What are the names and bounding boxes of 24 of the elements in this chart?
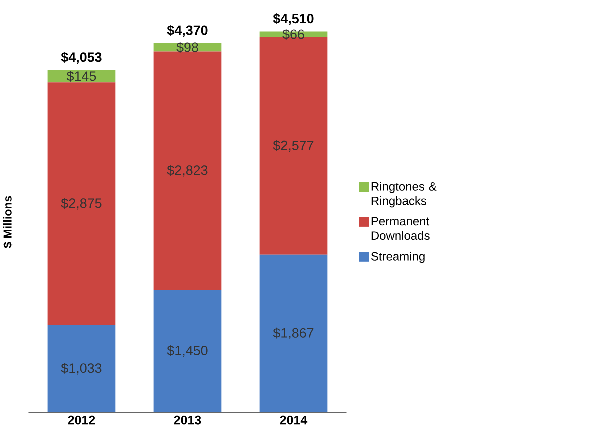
- legend-label: Streaming: [371, 252, 425, 264]
- y-axis-title: $ Millions: [3, 196, 13, 248]
- legend-label: Ringtones & Ringbacks: [372, 182, 437, 208]
- data-label: $66: [282, 29, 304, 40]
- data-label: $2,577: [273, 140, 314, 152]
- bar: [154, 290, 222, 412]
- total-label: $4,510: [273, 13, 314, 26]
- x-tick-label: 2013: [174, 416, 202, 425]
- data-label: $2,875: [61, 198, 102, 210]
- data-label: $145: [66, 70, 96, 82]
- bar: [260, 254, 328, 412]
- legend-label: Permanent Downloads: [372, 217, 430, 240]
- bar: [48, 82, 116, 326]
- total-label: $4,370: [167, 25, 208, 38]
- bar: [154, 52, 222, 290]
- total-label: $4,053: [61, 52, 102, 64]
- data-label: $98: [176, 42, 198, 53]
- data-label: $1,450: [167, 345, 208, 357]
- data-label: $1,033: [61, 362, 102, 375]
- data-label: $2,823: [167, 164, 208, 177]
- x-tick-label: 2012: [68, 416, 96, 425]
- data-label: $1,867: [273, 328, 314, 340]
- bar: [48, 325, 116, 412]
- x-tick-label: 2014: [280, 416, 308, 425]
